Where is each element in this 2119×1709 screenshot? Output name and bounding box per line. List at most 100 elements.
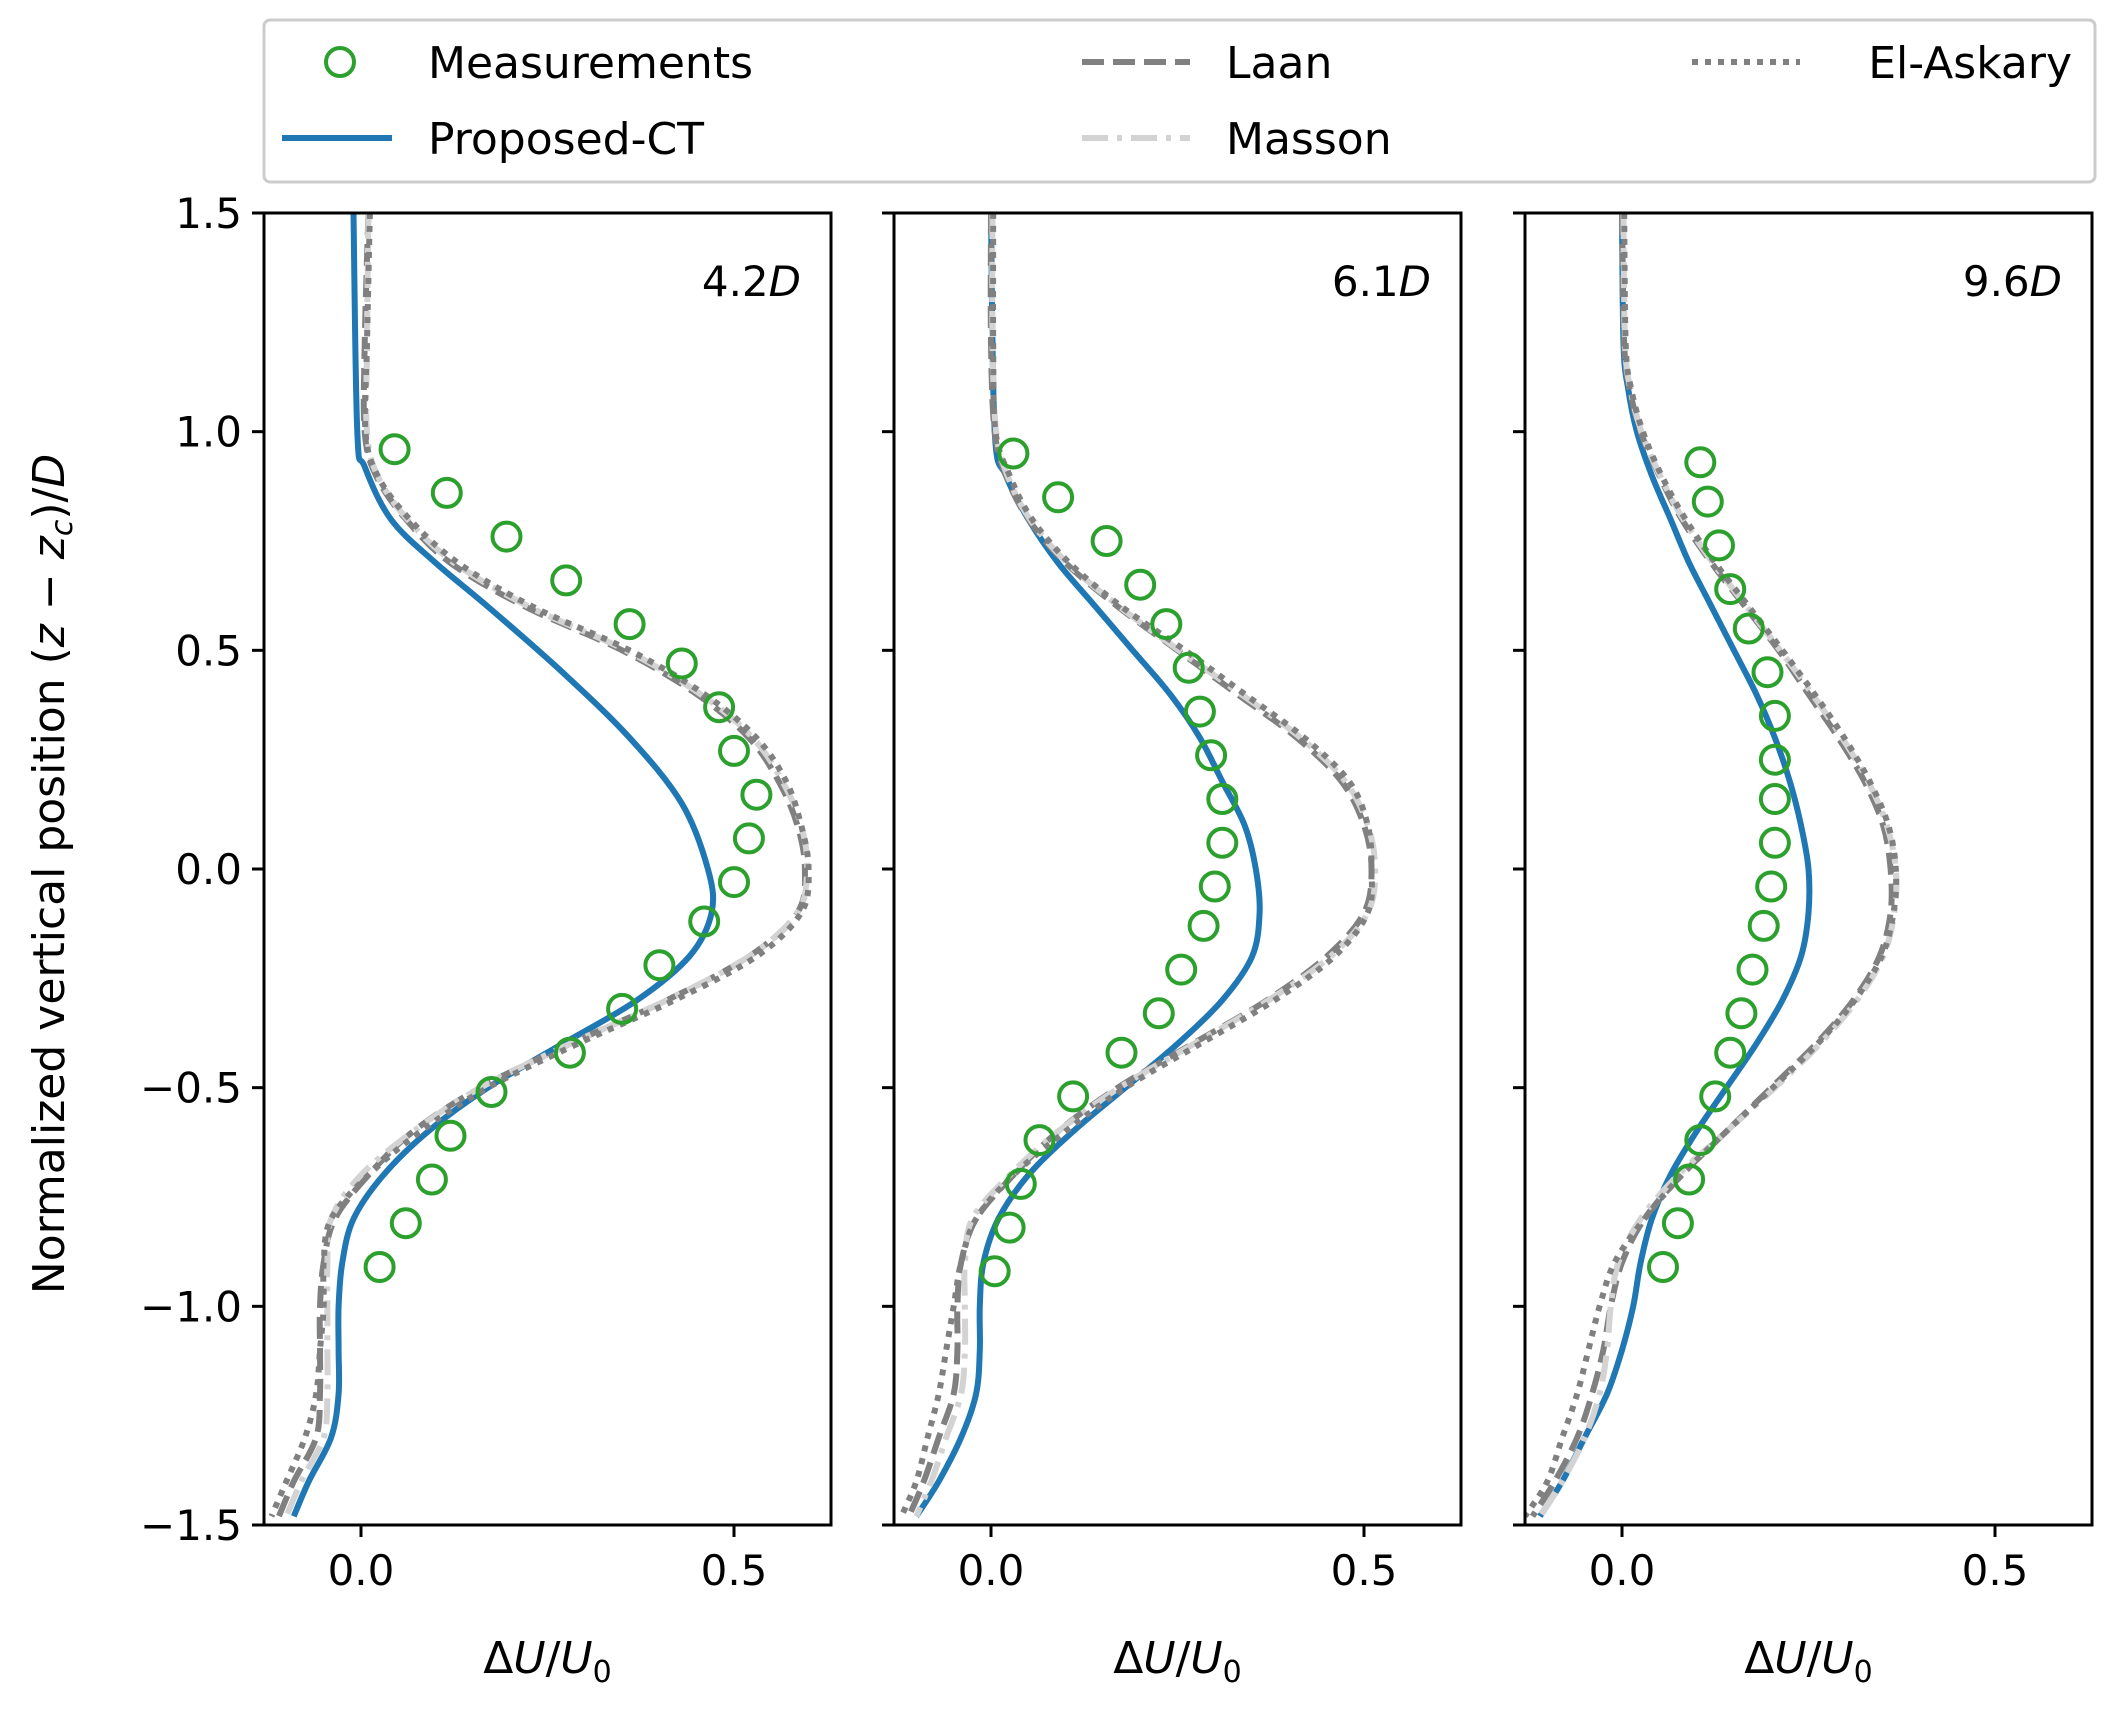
x-tick-label: 0.5 [1962,1546,2029,1595]
measurement-point [415,1163,448,1196]
x-axis-label-subscript: 0 [1854,1655,1873,1690]
measurement-point [1195,739,1228,772]
panel-background [264,213,831,1525]
measurement-point [1647,1251,1679,1283]
x-tick-label: 0.5 [701,1546,768,1595]
legend-label-elaskary: El-Askary [1868,38,2072,89]
panel-2: 0.0 0.5ΔU/U06.1D [882,211,1463,1690]
measurement-point [1673,1163,1706,1196]
measurement-point [1661,1207,1694,1240]
measurement-point [1725,997,1758,1030]
legend-marker-measurements [324,46,356,78]
panel-label-number: 4.2 [702,257,769,306]
legend-entry-masson: Masson [1082,114,1392,165]
x-axis-label-subscript: 0 [593,1655,612,1690]
measurement-point [378,433,411,466]
x-axis-label-u: U [1143,1633,1175,1684]
x-axis-label: ΔU/U0 [1744,1633,1872,1690]
x-axis-label: ΔU/U0 [483,1633,611,1690]
measurement-point [978,1255,1011,1288]
legend-frame [262,18,2097,184]
x-axis-label-u0: U [560,1633,592,1684]
measurement-point [550,564,583,597]
measurement-point [703,691,736,724]
x-axis-label-delta: Δ [483,1633,513,1684]
measurement-point [606,992,639,1025]
legend-entry-laan: Laan [1082,38,1332,89]
measurement-point [1198,870,1231,903]
measurement-point [389,1207,422,1240]
measurement-point [1736,953,1769,986]
measurement-point [490,520,523,553]
measurement-point [1747,909,1780,942]
x-axis-label: ΔU/U0 [1113,1633,1241,1690]
measurement-point [1751,656,1784,689]
measurement-point [1124,568,1157,601]
legend-label-laan: Laan [1226,38,1332,89]
x-axis-label-slash: / [1807,1633,1822,1684]
panel-plot-area [898,213,1379,1518]
panel-label-variable: D [1399,257,1431,306]
x-axis-label-u: U [513,1633,545,1684]
legend: Measurements Proposed-CT Laan Masson El-… [262,18,2097,184]
measurement-point [1023,1124,1056,1157]
y-tick-label: −0.5 [140,1064,242,1113]
measurement-point [1090,525,1123,557]
measurement-point [1684,446,1717,479]
legend-label-proposed: Proposed-CT [428,114,704,165]
measurement-point [430,476,463,509]
x-axis-label-u: U [1774,1633,1806,1684]
measurement-point [434,1119,467,1152]
measurement-point [732,822,765,855]
legend-label-measurements: Measurements [428,38,753,89]
measurement-point [643,949,676,982]
series-line-proposed [1537,213,1813,1518]
measurement-point [688,905,721,938]
measurement-point [1187,909,1220,942]
measurement-point [718,734,750,767]
measurement-point [1691,485,1724,518]
legend-entry-elaskary: El-Askary [1692,38,2072,89]
panel-label-number: 6.1 [1332,257,1399,306]
measurement-point [1758,743,1791,776]
panel-label-number: 9.6 [1963,257,2030,306]
panel-label: 9.6D [1963,257,2062,306]
series-line-elaskary [268,213,812,1518]
x-axis-label-slash: / [1176,1633,1191,1684]
y-tick-label: −1.5 [140,1501,242,1550]
x-tick-label: 0.5 [1331,1546,1398,1595]
x-axis-label-delta: Δ [1113,1633,1143,1684]
legend-entry-measurements: Measurements [324,38,753,89]
legend-label-masson: Masson [1226,114,1392,165]
series-line-masson [1537,213,1900,1518]
panel-label: 6.1D [1332,257,1431,306]
panel-plot-area [1525,213,1900,1518]
panel-label-variable: D [2030,257,2062,306]
series-line-elaskary [1525,213,1900,1518]
x-axis-label-slash: / [546,1633,561,1684]
x-axis-label-u0: U [1190,1633,1222,1684]
panel-background [894,213,1461,1525]
panel-label-variable: D [769,257,801,306]
measurement-point [1684,1124,1717,1157]
y-tick-label: 0.5 [175,626,242,675]
y-tick-label: 1.0 [175,408,242,457]
measurement-point [993,1211,1026,1244]
measurement-point [740,778,773,811]
measurement-point [553,1036,586,1069]
x-axis-label-u0: U [1821,1633,1853,1684]
measurement-point [997,437,1030,470]
measurement-point [1165,953,1198,986]
measurement-point [1699,1080,1732,1113]
measurement-point [1755,870,1788,903]
measurement-point [1758,783,1791,815]
measurement-point [1004,1167,1037,1200]
measurement-point [1142,997,1175,1030]
x-tick-label: 0.0 [328,1546,395,1595]
measurement-point [613,608,646,641]
measurement-point [718,866,750,899]
measurement-point [475,1076,508,1108]
measurement-point [1057,1080,1090,1113]
measurement-point [1105,1036,1138,1069]
